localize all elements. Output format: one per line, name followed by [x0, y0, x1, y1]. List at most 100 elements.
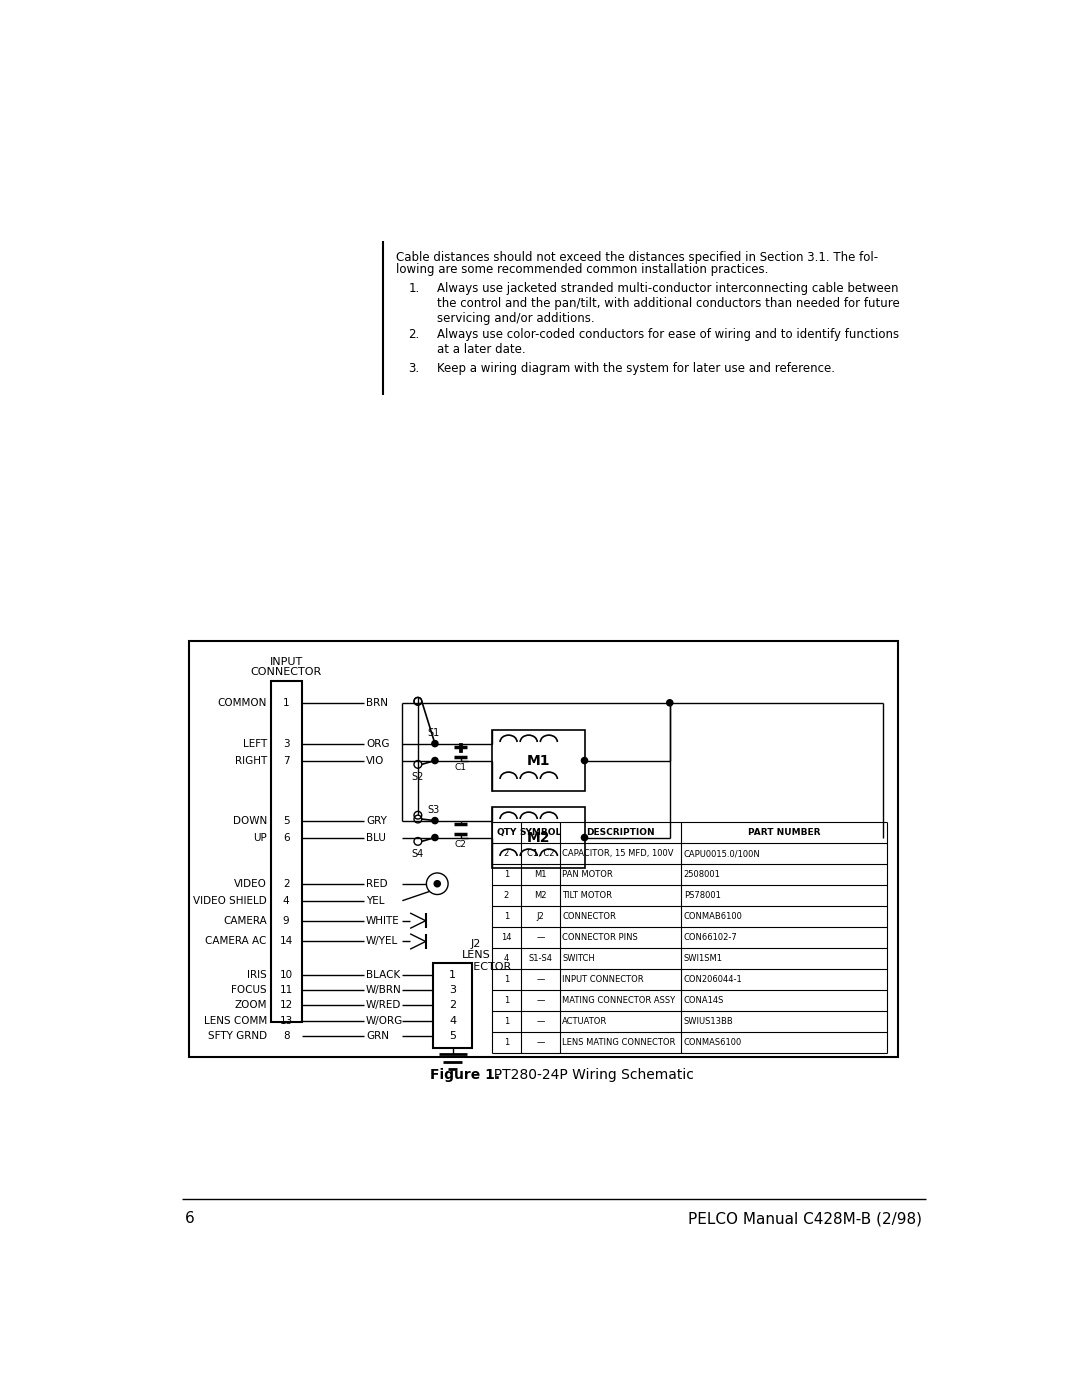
Text: —: — — [536, 1017, 544, 1027]
Text: C2: C2 — [455, 840, 467, 849]
Text: CAPU0015.0/100N: CAPU0015.0/100N — [684, 849, 760, 858]
Text: 1.: 1. — [408, 282, 420, 295]
Text: 1: 1 — [503, 996, 509, 1004]
Text: S3: S3 — [428, 805, 440, 814]
Text: 1: 1 — [283, 697, 289, 708]
Bar — [189, 641, 899, 1058]
Text: PAN MOTOR: PAN MOTOR — [562, 870, 612, 879]
Text: —: — — [536, 1038, 544, 1048]
Text: 1: 1 — [503, 912, 509, 921]
Text: S1-S4: S1-S4 — [528, 954, 552, 963]
Text: BLACK: BLACK — [366, 970, 401, 979]
Text: SFTY GRND: SFTY GRND — [207, 1031, 267, 1041]
Text: 5: 5 — [283, 816, 289, 826]
Text: SWI1SM1: SWI1SM1 — [684, 954, 723, 963]
Text: FOCUS: FOCUS — [231, 985, 267, 995]
Text: CONNECTOR: CONNECTOR — [562, 912, 616, 921]
Circle shape — [432, 817, 438, 824]
Text: INPUT: INPUT — [270, 657, 302, 666]
Text: 1: 1 — [503, 1017, 509, 1027]
Text: W/ORG: W/ORG — [366, 1016, 403, 1025]
Text: CAMERA AC: CAMERA AC — [205, 936, 267, 947]
Text: UP: UP — [253, 833, 267, 842]
Text: CONNECTOR: CONNECTOR — [251, 666, 322, 676]
Text: GRN: GRN — [366, 1031, 389, 1041]
Text: 8: 8 — [283, 1031, 289, 1041]
Text: 4: 4 — [449, 1016, 457, 1025]
Text: —: — — [536, 933, 544, 942]
Text: 2: 2 — [503, 891, 509, 900]
Text: TILT MOTOR: TILT MOTOR — [562, 891, 612, 900]
Circle shape — [581, 757, 588, 764]
Text: CONNECTOR: CONNECTOR — [441, 963, 512, 972]
Text: J2: J2 — [537, 912, 544, 921]
Bar — [433, 963, 472, 1048]
Text: VIDEO: VIDEO — [234, 879, 267, 888]
Text: J2: J2 — [471, 939, 482, 949]
Text: LENS MATING CONNECTOR: LENS MATING CONNECTOR — [562, 1038, 675, 1048]
Text: C1, C2: C1, C2 — [527, 849, 554, 858]
Text: 11: 11 — [280, 985, 293, 995]
Circle shape — [581, 834, 588, 841]
Text: M1: M1 — [535, 870, 546, 879]
Text: 6: 6 — [283, 833, 289, 842]
Text: LENS COMM: LENS COMM — [203, 1016, 267, 1025]
Text: SWITCH: SWITCH — [562, 954, 595, 963]
Bar — [491, 806, 584, 869]
Text: CAMERA: CAMERA — [222, 915, 267, 926]
Text: RED: RED — [366, 879, 388, 888]
Text: SYMBOL: SYMBOL — [519, 828, 562, 837]
Text: Figure 1.: Figure 1. — [430, 1067, 500, 1081]
Text: 2: 2 — [449, 1000, 457, 1010]
Text: M1: M1 — [526, 753, 550, 767]
Text: COMMON: COMMON — [217, 697, 267, 708]
Text: CAPACITOR, 15 MFD, 100V: CAPACITOR, 15 MFD, 100V — [562, 849, 674, 858]
Text: WHITE: WHITE — [366, 915, 400, 926]
Text: S4: S4 — [411, 849, 424, 859]
Text: 14: 14 — [501, 933, 512, 942]
Text: PT280-24P Wiring Schematic: PT280-24P Wiring Schematic — [485, 1067, 694, 1081]
Text: VIDEO SHIELD: VIDEO SHIELD — [193, 895, 267, 905]
Text: BRN: BRN — [366, 697, 388, 708]
Text: BLU: BLU — [366, 833, 386, 842]
Text: 1: 1 — [503, 870, 509, 879]
Circle shape — [432, 757, 438, 764]
Text: 6: 6 — [186, 1211, 195, 1227]
Text: DOWN: DOWN — [232, 816, 267, 826]
Text: MATING CONNECTOR ASSY: MATING CONNECTOR ASSY — [562, 996, 675, 1004]
Text: Cable distances should not exceed the distances specified in Section 3.1. The fo: Cable distances should not exceed the di… — [396, 251, 878, 264]
Text: Keep a wiring diagram with the system for later use and reference.: Keep a wiring diagram with the system fo… — [437, 362, 835, 374]
Text: Always use color-coded conductors for ease of wiring and to identify functions
a: Always use color-coded conductors for ea… — [437, 328, 900, 356]
Circle shape — [666, 700, 673, 705]
Bar — [271, 682, 301, 1023]
Text: 13: 13 — [280, 1016, 293, 1025]
Text: 2.: 2. — [408, 328, 420, 341]
Text: CONA14S: CONA14S — [684, 996, 724, 1004]
Text: DESCRIPTION: DESCRIPTION — [586, 828, 654, 837]
Text: LEFT: LEFT — [243, 739, 267, 749]
Text: CONNECTOR PINS: CONNECTOR PINS — [562, 933, 638, 942]
Text: 2: 2 — [503, 849, 509, 858]
Text: —: — — [536, 996, 544, 1004]
Text: CON66102-7: CON66102-7 — [684, 933, 738, 942]
Text: IRIS: IRIS — [247, 970, 267, 979]
Text: ORG: ORG — [366, 739, 390, 749]
Text: —: — — [536, 975, 544, 983]
Text: 3: 3 — [449, 985, 456, 995]
Text: SWIUS13BB: SWIUS13BB — [684, 1017, 733, 1027]
Text: 1: 1 — [503, 1038, 509, 1048]
Text: INPUT CONNECTOR: INPUT CONNECTOR — [562, 975, 644, 983]
Bar — [460, 745, 461, 750]
Text: PELCO Manual C428M-B (2/98): PELCO Manual C428M-B (2/98) — [688, 1211, 921, 1227]
Text: RIGHT: RIGHT — [234, 756, 267, 766]
Text: W/RED: W/RED — [366, 1000, 402, 1010]
Text: W/YEL: W/YEL — [366, 936, 399, 947]
Text: YEL: YEL — [366, 895, 384, 905]
Text: 2: 2 — [283, 879, 289, 888]
Text: M2: M2 — [535, 891, 546, 900]
Bar — [491, 729, 584, 791]
Text: VIO: VIO — [366, 756, 384, 766]
Text: 5: 5 — [449, 1031, 456, 1041]
Text: 3: 3 — [283, 739, 289, 749]
Text: 9: 9 — [283, 915, 289, 926]
